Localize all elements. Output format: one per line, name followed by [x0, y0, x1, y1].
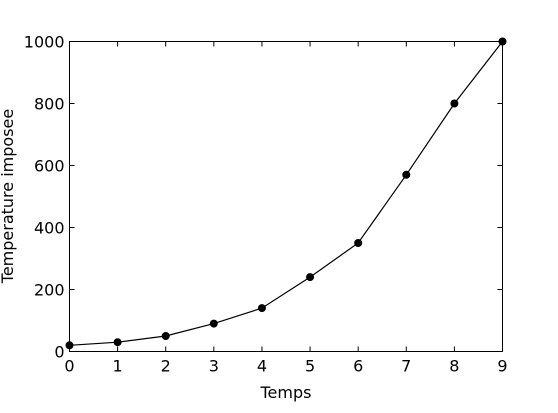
data-point [257, 304, 266, 313]
data-point [161, 332, 170, 340]
data-point [354, 239, 363, 247]
y-axis-label: Temperature imposee [0, 109, 17, 284]
y-axis-ticks: 0 200 400 600 800 1000 [24, 33, 503, 362]
y-tick-label: 200 [34, 281, 65, 300]
data-point [402, 170, 411, 179]
data-point [65, 341, 74, 350]
x-tick-label: 3 [209, 357, 219, 376]
x-axis-label: Temps [260, 383, 312, 402]
x-tick-label: 5 [305, 357, 315, 376]
data-point [209, 319, 218, 328]
y-tick-label: 800 [34, 95, 65, 114]
data-point [113, 338, 122, 347]
plot-frame [69, 41, 503, 352]
series-layer [65, 37, 507, 350]
x-tick-label: 9 [497, 357, 507, 376]
x-tick-label: 0 [64, 357, 74, 376]
series-line [69, 41, 503, 346]
data-point [450, 99, 459, 108]
y-tick-label: 0 [54, 343, 64, 362]
x-tick-label: 1 [113, 357, 123, 376]
y-tick-label: 1000 [24, 33, 65, 52]
x-tick-label: 6 [353, 357, 363, 376]
x-tick-label: 2 [161, 357, 171, 376]
y-tick-label: 400 [34, 219, 65, 238]
x-axis-ticks: 0 1 2 3 4 5 6 7 8 9 [64, 41, 508, 376]
x-tick-label: 8 [449, 357, 459, 376]
data-point [306, 273, 315, 282]
data-point [498, 37, 507, 46]
x-tick-label: 7 [401, 357, 411, 376]
x-tick-label: 4 [257, 357, 267, 376]
y-tick-label: 600 [34, 157, 65, 176]
